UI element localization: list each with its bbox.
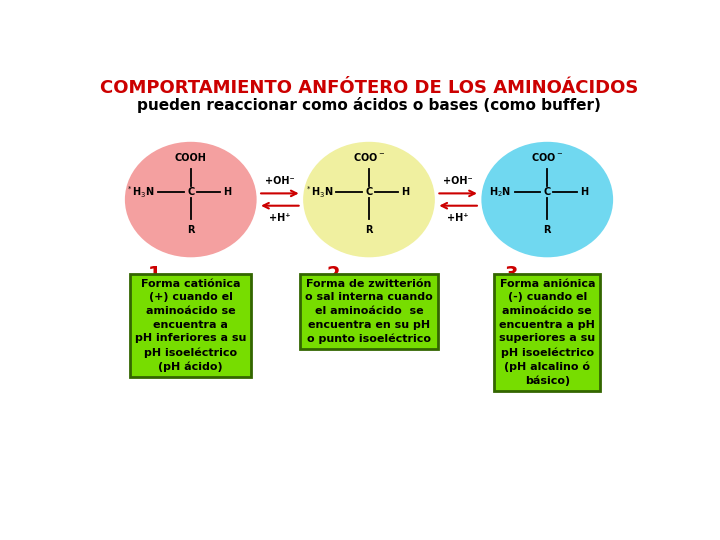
- Text: C: C: [544, 187, 551, 197]
- Ellipse shape: [125, 142, 256, 257]
- Text: $^*$H$_3$N: $^*$H$_3$N: [127, 184, 155, 200]
- Text: +H⁺: +H⁺: [269, 213, 291, 224]
- Text: $^*$H$_3$N: $^*$H$_3$N: [305, 184, 333, 200]
- Text: H: H: [223, 187, 231, 197]
- Text: COOH: COOH: [175, 153, 207, 163]
- Text: COMPORTAMIENTO ANFÓTERO DE LOS AMINOÁCIDOS: COMPORTAMIENTO ANFÓTERO DE LOS AMINOÁCID…: [100, 79, 638, 97]
- Text: +OH⁻: +OH⁻: [265, 176, 294, 186]
- Text: H$_2$N: H$_2$N: [490, 185, 512, 199]
- Text: +OH⁻: +OH⁻: [444, 176, 473, 186]
- Text: Forma de zwitterión
o sal interna cuando
el aminoácido  se
encuentra en su pH
o : Forma de zwitterión o sal interna cuando…: [305, 279, 433, 344]
- Text: C: C: [365, 187, 373, 197]
- Text: Forma catiónica
(+) cuando el
aminoácido se
encuentra a
pH inferiores a su
pH is: Forma catiónica (+) cuando el aminoácido…: [135, 279, 246, 372]
- Text: H: H: [402, 187, 410, 197]
- Text: R: R: [187, 225, 194, 235]
- Text: R: R: [365, 225, 373, 235]
- Ellipse shape: [482, 142, 613, 257]
- Text: COO$^-$: COO$^-$: [531, 151, 563, 163]
- Text: +H⁺: +H⁺: [447, 213, 469, 224]
- Text: 3: 3: [505, 265, 518, 284]
- Text: 1: 1: [148, 265, 162, 284]
- Text: R: R: [544, 225, 551, 235]
- Text: COO$^-$: COO$^-$: [353, 151, 385, 163]
- Ellipse shape: [303, 142, 435, 257]
- Text: H: H: [580, 187, 588, 197]
- Text: 2: 2: [326, 265, 340, 284]
- Text: Forma aniónica
(-) cuando el
aminoácido se
encuentra a pH
superiores a su
pH iso: Forma aniónica (-) cuando el aminoácido …: [499, 279, 595, 386]
- Text: C: C: [187, 187, 194, 197]
- Text: pueden reaccionar como ácidos o bases (como buffer): pueden reaccionar como ácidos o bases (c…: [137, 97, 601, 113]
